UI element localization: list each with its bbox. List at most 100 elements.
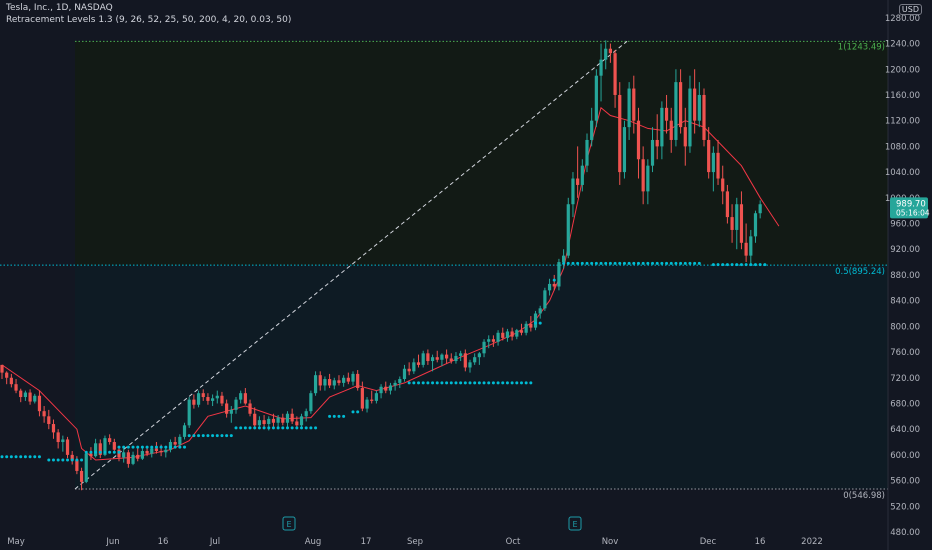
candle-body	[435, 357, 439, 360]
symbol-title[interactable]: Tesla, Inc., 1D, NASDAQ	[6, 3, 113, 13]
candle	[487, 335, 491, 349]
candle	[557, 258, 561, 291]
currency-button[interactable]: USD	[898, 4, 922, 15]
psar-dot	[154, 445, 158, 449]
psar-dot	[454, 381, 458, 385]
candle	[215, 390, 219, 404]
price-tick-label: 1040.00	[885, 168, 920, 178]
candle	[636, 107, 641, 179]
psar-dot	[239, 426, 243, 430]
psar-dot	[580, 261, 584, 265]
candle	[94, 438, 98, 458]
candle-body	[136, 454, 140, 459]
price-tick-label: 760.00	[890, 348, 920, 358]
time-tick-label: May	[7, 537, 25, 547]
earnings-marker-box	[282, 516, 296, 531]
price-tick-label: 1200.00	[885, 65, 920, 75]
candle-body	[5, 372, 9, 378]
candle-body	[552, 283, 556, 287]
psar-dot	[646, 261, 650, 265]
psar-dot	[262, 426, 266, 430]
candle-body	[440, 354, 444, 360]
candle-body	[571, 178, 575, 205]
candle	[239, 390, 243, 404]
candle	[482, 339, 486, 358]
candle	[524, 321, 528, 336]
candle	[0, 364, 4, 380]
psar-dot	[304, 426, 308, 430]
fib-bottom-label: 0(546.98)	[843, 491, 885, 501]
candle-body	[576, 178, 580, 185]
candle-body	[285, 413, 290, 423]
candle	[505, 328, 510, 342]
candle-body	[393, 382, 397, 386]
psar-dot	[491, 381, 495, 385]
psar-dot	[108, 450, 112, 454]
candle-body	[281, 417, 285, 423]
candle-body	[150, 448, 154, 454]
psar-dot	[183, 445, 187, 449]
candle	[650, 127, 655, 173]
psar-dot	[487, 381, 491, 385]
candle-body	[753, 213, 758, 237]
candle	[543, 287, 547, 311]
candle	[477, 352, 481, 365]
candle-body	[94, 443, 98, 457]
candle-body	[154, 448, 159, 452]
candle-body	[65, 439, 70, 455]
candle	[552, 274, 556, 291]
psar-dot	[28, 455, 32, 459]
candle-body	[505, 331, 510, 338]
candle	[398, 376, 402, 389]
psar-dot	[608, 261, 612, 265]
candle-body	[384, 386, 388, 391]
candle-body	[454, 355, 458, 362]
candle	[309, 390, 313, 414]
candle	[758, 200, 762, 219]
time-axis[interactable]: May Jun 16 Jul Aug 17 Sep Oct Nov Dec 16 2022	[7, 537, 823, 547]
candle	[365, 397, 369, 413]
candle	[533, 310, 538, 331]
candle	[491, 335, 495, 347]
psar-dot	[285, 426, 289, 430]
candle-body	[538, 308, 542, 314]
psar-dot	[599, 261, 603, 265]
earnings-marker[interactable]: E	[282, 516, 296, 531]
psar-dot	[431, 381, 435, 385]
psar-dot	[501, 381, 505, 385]
candle	[28, 389, 32, 405]
candle-body	[749, 236, 753, 256]
time-tick-label: Jul	[209, 537, 220, 547]
candle-body	[51, 424, 56, 433]
indicator-title[interactable]: Retracement Levels 1.3 (9, 26, 52, 25, 5…	[6, 15, 292, 25]
candle-body	[445, 354, 449, 359]
candle	[84, 451, 88, 484]
candle-body	[79, 470, 84, 482]
bar-countdown: 05:16:04	[896, 208, 930, 217]
candle-body	[313, 375, 318, 394]
psar-dot	[150, 445, 154, 449]
psar-dot	[744, 263, 748, 267]
psar-dot	[328, 414, 332, 418]
psar-dot	[749, 263, 753, 267]
candle-body	[679, 82, 683, 128]
candle	[299, 413, 304, 428]
candle-body	[187, 399, 191, 426]
candle	[496, 330, 500, 346]
psar-dot	[735, 263, 739, 267]
candle	[313, 371, 318, 396]
candle-body	[323, 379, 327, 386]
psar-dot	[14, 455, 18, 459]
candle-body	[758, 204, 762, 214]
earnings-marker[interactable]: E	[568, 516, 582, 531]
candle	[187, 397, 191, 428]
candle	[234, 397, 238, 414]
psar-dot	[103, 450, 107, 454]
candle	[178, 434, 182, 448]
candle-body	[42, 411, 46, 417]
price-tick-label: 560.00	[890, 477, 920, 487]
psar-dot	[594, 261, 598, 265]
candle-body	[608, 48, 612, 54]
